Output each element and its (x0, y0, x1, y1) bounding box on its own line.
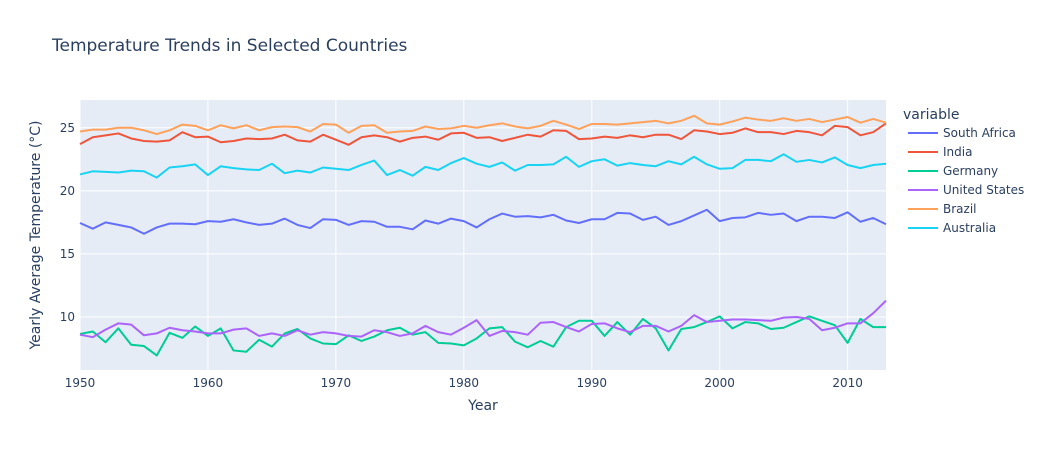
series-line-india (79, 122, 887, 146)
y-tick-label: 20 (60, 184, 75, 198)
x-axis-ticks: 1950 1960 1970 1980 1990 2000 2010 (65, 376, 863, 390)
x-tick-label: 2000 (704, 376, 735, 390)
y-tick-label: 15 (60, 247, 75, 261)
legend-label: Australia (943, 221, 996, 235)
x-tick-label: 1990 (576, 376, 607, 390)
series-line-united-states (79, 299, 887, 339)
legend-item-south-africa[interactable]: South Africa (908, 126, 1016, 140)
x-tick-label: 2010 (832, 376, 863, 390)
legend[interactable]: South Africa India Germany United States Bra… (908, 126, 1024, 235)
series-lines (79, 114, 887, 357)
legend-title: variable (903, 107, 959, 123)
y-tick-label: 10 (60, 310, 75, 324)
series-line-brazil (79, 114, 887, 136)
x-tick-label: 1950 (65, 376, 96, 390)
legend-item-australia[interactable]: Australia (908, 221, 996, 235)
y-tick-label: 25 (60, 121, 75, 135)
legend-item-brazil[interactable]: Brazil (908, 202, 977, 216)
series-line-south-africa (79, 208, 887, 235)
legend-label: India (943, 145, 972, 159)
legend-label: Germany (943, 164, 998, 178)
x-tick-label: 1960 (193, 376, 224, 390)
y-axis-title: Yearly Average Temperature (°C) (28, 120, 44, 350)
x-tick-label: 1980 (449, 376, 480, 390)
legend-label: South Africa (943, 126, 1016, 140)
y-axis-ticks: 10 15 20 25 (60, 121, 75, 324)
legend-item-united-states[interactable]: United States (908, 183, 1024, 197)
x-tick-label: 1970 (321, 376, 352, 390)
chart-title: Temperature Trends in Selected Countries (51, 36, 408, 56)
legend-label: United States (943, 183, 1024, 197)
legend-item-germany[interactable]: Germany (908, 164, 998, 178)
series-line-australia (79, 153, 887, 179)
series-line-germany (79, 315, 886, 357)
x-axis-title: Year (467, 398, 498, 414)
legend-label: Brazil (943, 202, 977, 216)
legend-item-india[interactable]: India (908, 145, 972, 159)
plot-area (80, 100, 886, 370)
